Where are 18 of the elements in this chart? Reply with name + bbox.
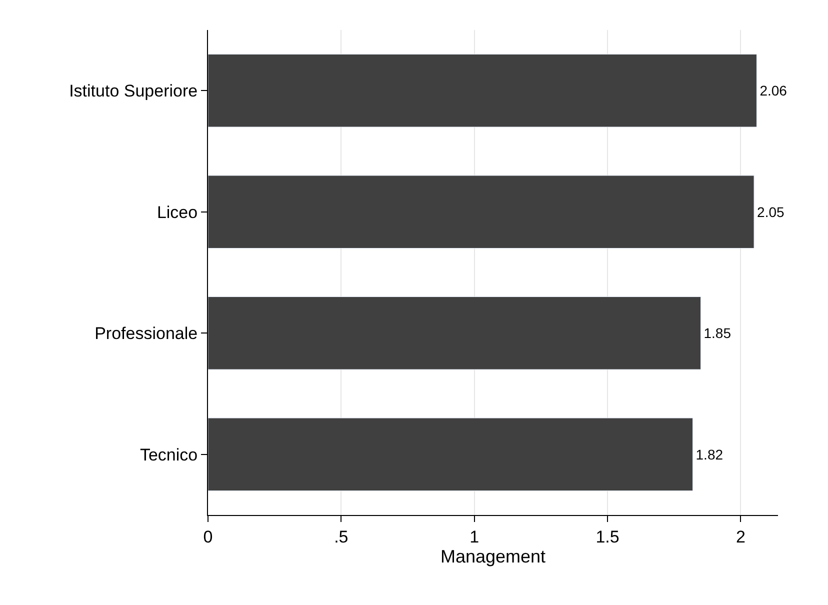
x-axis-title: Management [440,546,546,566]
x-tick-label: 1.5 [596,527,620,546]
x-tick-label: 2 [736,527,746,546]
data-label: 1.85 [704,325,732,342]
data-label: 1.82 [696,446,724,462]
y-tick-label: Professionale [94,324,198,344]
x-tick-label: .5 [334,527,348,546]
data-label: 2.06 [760,82,788,99]
bar [208,296,702,370]
y-tick-label: Istituto Superiore [69,82,198,101]
x-tick-label: 0 [203,527,213,546]
bar [208,54,757,128]
bar [208,175,754,248]
y-tick-label: Liceo [156,202,198,222]
data-label: 2.05 [757,204,784,220]
bar [208,418,694,491]
x-tick-label: 1 [470,527,480,546]
y-tick-label: Tecnico [140,445,198,464]
